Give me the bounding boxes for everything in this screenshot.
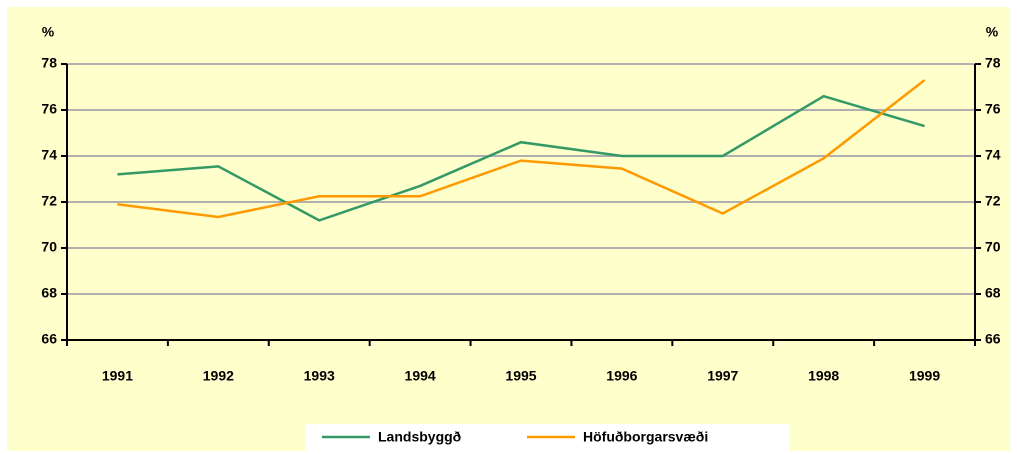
y2-tick-label: 72 <box>985 193 1001 209</box>
y-tick-label: 66 <box>41 331 57 347</box>
y-tick-label: 68 <box>41 285 57 301</box>
series-line <box>117 94 925 222</box>
series-line <box>117 79 926 219</box>
x-tick-label: 1994 <box>405 368 436 384</box>
y2-tick-label: 68 <box>985 285 1001 301</box>
y2-axis-label: % <box>986 24 999 40</box>
x-tick-label: 1999 <box>909 368 940 384</box>
legend-label: Landsbyggð <box>378 429 461 445</box>
y-tick-label: 74 <box>41 147 57 163</box>
y2-tick-label: 66 <box>985 331 1001 347</box>
x-tick-label: 1991 <box>102 368 133 384</box>
x-tick-label: 1996 <box>606 368 637 384</box>
x-tick-label: 1995 <box>505 368 536 384</box>
y2-tick-label: 78 <box>985 55 1001 71</box>
x-tick-label: 1998 <box>808 368 839 384</box>
y-tick-label: 72 <box>41 193 57 209</box>
y2-tick-label: 76 <box>985 101 1001 117</box>
y-tick-label: 78 <box>41 55 57 71</box>
y2-tick-label: 70 <box>985 239 1001 255</box>
y-tick-label: 70 <box>41 239 57 255</box>
y-axis-label: % <box>42 24 55 40</box>
x-tick-label: 1993 <box>304 368 335 384</box>
chart-background <box>7 7 1010 451</box>
y-tick-label: 76 <box>41 101 57 117</box>
x-tick-label: 1992 <box>203 368 234 384</box>
x-tick-label: 1997 <box>707 368 738 384</box>
legend-label: Höfuðborgarsvæði <box>583 429 708 445</box>
y2-tick-label: 74 <box>985 147 1001 163</box>
